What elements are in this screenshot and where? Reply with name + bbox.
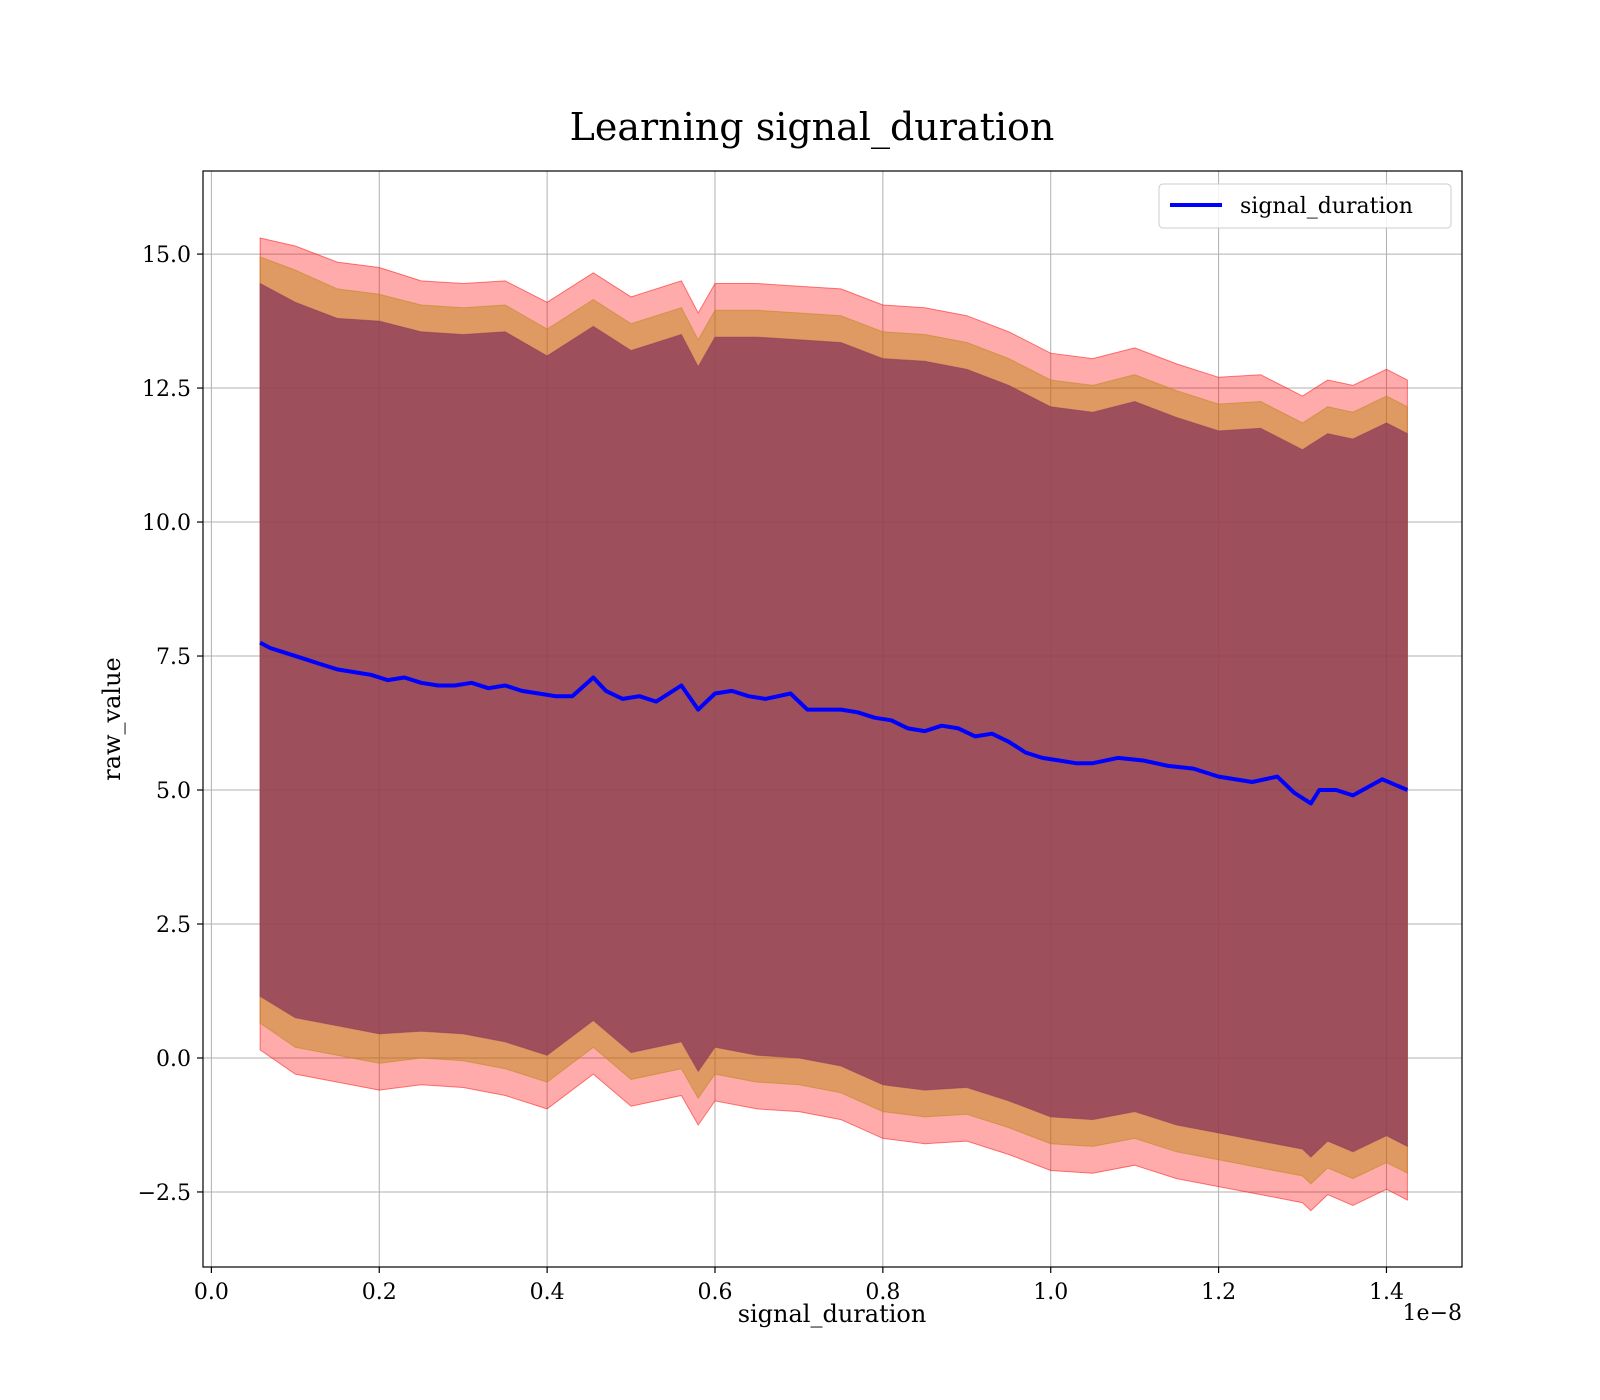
legend: signal_duration xyxy=(1158,183,1452,229)
legend-label: signal_duration xyxy=(1240,194,1413,219)
x-axis-offset-text: 1e−8 xyxy=(1403,1301,1462,1326)
x-tick-label: 1.2 xyxy=(1201,1280,1236,1305)
y-axis-label: raw_value xyxy=(98,657,126,781)
chart-title: Learning signal_duration xyxy=(570,105,1055,150)
y-tick-label: 10.0 xyxy=(142,511,191,536)
y-axis-ticks: −2.5 0.0 2.5 5.0 7.5 10.0 12.5 15.0 xyxy=(138,243,203,1206)
y-tick-label: −2.5 xyxy=(138,1181,191,1206)
series-lines xyxy=(259,640,1409,806)
x-tick-label: 0.8 xyxy=(865,1280,900,1305)
series-line xyxy=(259,640,1409,806)
x-axis-ticks: 0.0 0.2 0.4 0.6 0.8 1.0 1.2 1.4 xyxy=(194,1267,1404,1305)
y-tick-label: 0.0 xyxy=(156,1047,191,1072)
plot-frame xyxy=(202,170,1463,1268)
x-axis-label: signal_duration xyxy=(738,1300,927,1328)
x-tick-label: 1.0 xyxy=(1033,1280,1068,1305)
y-tick-label: 12.5 xyxy=(142,377,191,402)
x-tick-label: 0.0 xyxy=(194,1280,229,1305)
x-tick-label: 0.2 xyxy=(362,1280,397,1305)
y-tick-label: 5.0 xyxy=(156,779,191,804)
legend-box xyxy=(1158,183,1452,229)
x-tick-label: 0.6 xyxy=(697,1280,732,1305)
band-inner xyxy=(259,282,1408,1158)
y-tick-label: 2.5 xyxy=(156,913,191,938)
y-tick-label: 15.0 xyxy=(142,243,191,268)
y-tick-label: 7.5 xyxy=(156,645,191,670)
confidence-bands xyxy=(259,237,1408,1212)
x-tick-label: 0.4 xyxy=(530,1280,565,1305)
x-tick-label: 1.4 xyxy=(1369,1280,1404,1305)
